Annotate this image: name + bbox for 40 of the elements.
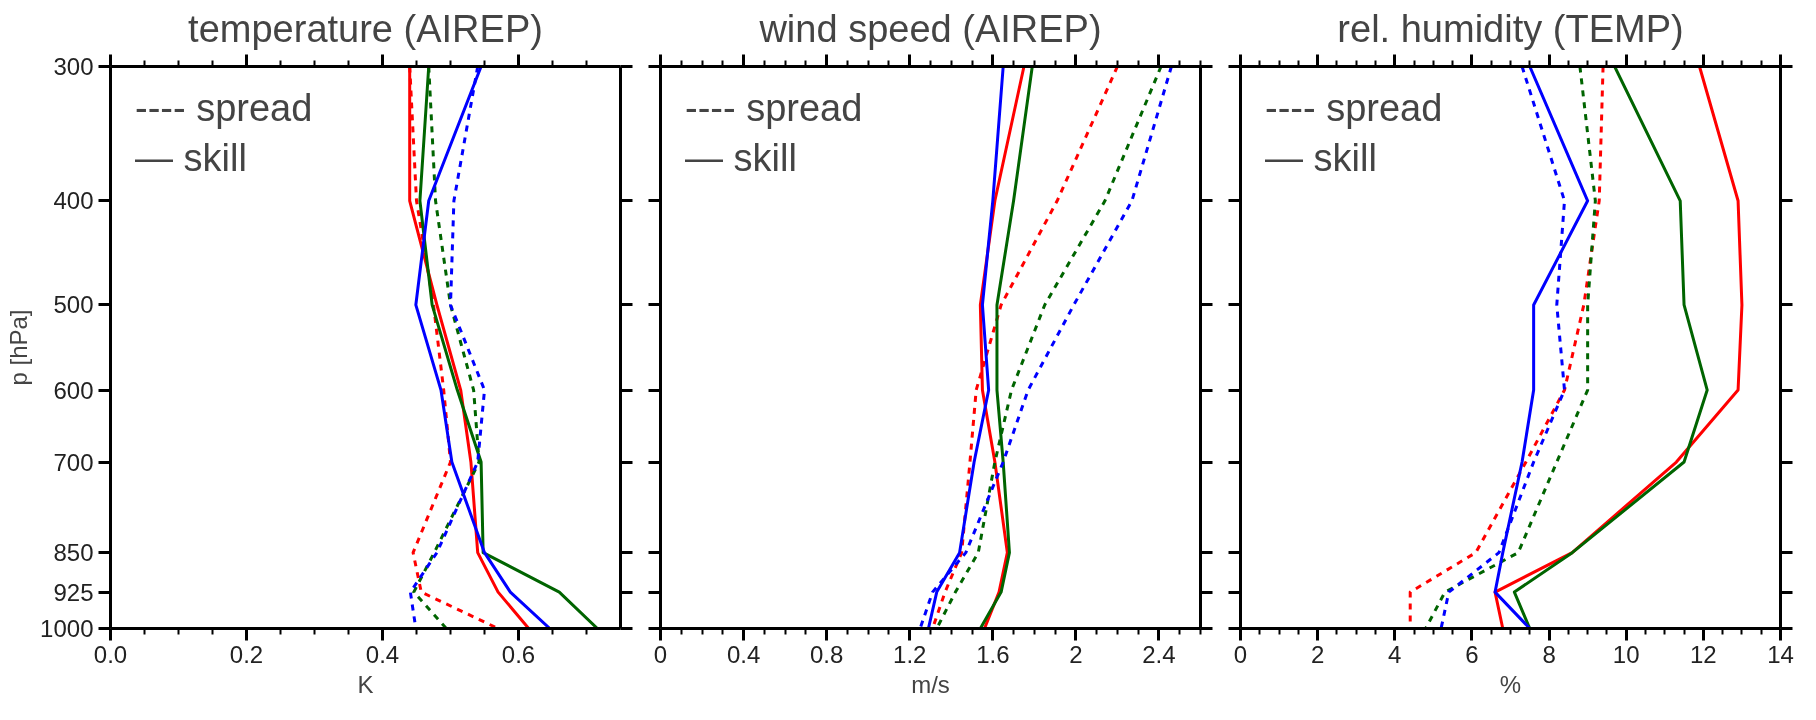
x-tick-label: 2 [1069, 640, 1083, 668]
x-axis-title: m/s [911, 670, 950, 698]
chart-title: temperature (AIREP) [188, 7, 543, 50]
x-tick-label: 0.8 [809, 640, 844, 668]
x-tick-label: 14 [1767, 640, 1794, 668]
x-tick-label: 2.4 [1142, 640, 1176, 668]
x-axis-title: K [357, 670, 374, 698]
y-tick-label: 300 [53, 53, 94, 80]
y-tick-label: 1000 [40, 615, 94, 642]
y-tick-label: 925 [53, 578, 94, 606]
annotation: ---- spread [685, 86, 863, 130]
y-tick-label: 600 [53, 376, 94, 404]
annotation: ---- spread [135, 86, 313, 130]
x-axis-title: % [1499, 670, 1522, 698]
x-tick-label: 0.6 [501, 640, 536, 668]
x-tick-label: 1.2 [893, 640, 927, 668]
x-tick-label: 2 [1310, 640, 1325, 668]
x-tick-label: 0 [1233, 640, 1248, 668]
chart-title: rel. humidity (TEMP) [1337, 7, 1684, 50]
x-tick-label: 0.4 [726, 640, 761, 668]
annotation: — skill [135, 136, 247, 180]
chart-title: wind speed (AIREP) [758, 7, 1102, 50]
y-tick-label: 400 [53, 187, 94, 215]
x-tick-label: 0 [653, 640, 668, 668]
y-tick-label: 700 [53, 448, 94, 476]
x-tick-label: 6 [1465, 640, 1479, 668]
x-tick-label: 4 [1388, 640, 1402, 668]
annotation: — skill [685, 136, 797, 180]
x-tick-label: 10 [1612, 640, 1640, 668]
annotation: — skill [1265, 136, 1377, 180]
x-tick-label: 12 [1690, 640, 1717, 668]
x-tick-label: 0.4 [365, 640, 400, 668]
y-axis-title: p [hPa] [5, 309, 33, 386]
x-tick-label: 0.0 [93, 640, 128, 668]
annotation: ---- spread [1265, 86, 1443, 130]
x-tick-label: 8 [1542, 640, 1556, 668]
y-tick-label: 500 [53, 291, 94, 319]
x-tick-label: 1.6 [976, 640, 1010, 668]
x-tick-label: 0.2 [229, 640, 264, 668]
y-tick-label: 850 [53, 539, 94, 567]
